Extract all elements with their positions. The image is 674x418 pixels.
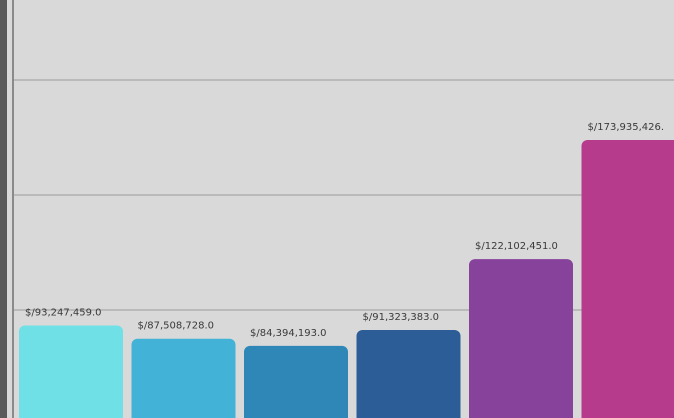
bar-data-label-4: $/91,323,383.0 — [363, 312, 440, 323]
bar-data-label-6: $/173,935,426. — [588, 122, 665, 133]
bar-data-label-5: $/122,102,451.0 — [475, 241, 558, 252]
bar-data-label-3: $/84,394,193.0 — [250, 328, 327, 339]
left-axis-edge — [0, 0, 7, 418]
bar-data-label-1: $/93,247,459.0 — [25, 308, 102, 319]
left-axis-line — [12, 0, 14, 418]
data-labels-group: $/93,247,459.0 $/87,508,728.0 $/84,394,193… — [25, 122, 664, 339]
bar-6[interactable] — [581, 139, 674, 418]
bar-5[interactable] — [469, 259, 573, 418]
bar-2[interactable] — [131, 338, 236, 418]
bar-3[interactable] — [244, 345, 348, 418]
bars-group — [19, 139, 674, 418]
bar-4[interactable] — [356, 329, 461, 418]
bar-1[interactable] — [19, 325, 123, 418]
bar-data-label-2: $/87,508,728.0 — [138, 321, 215, 332]
